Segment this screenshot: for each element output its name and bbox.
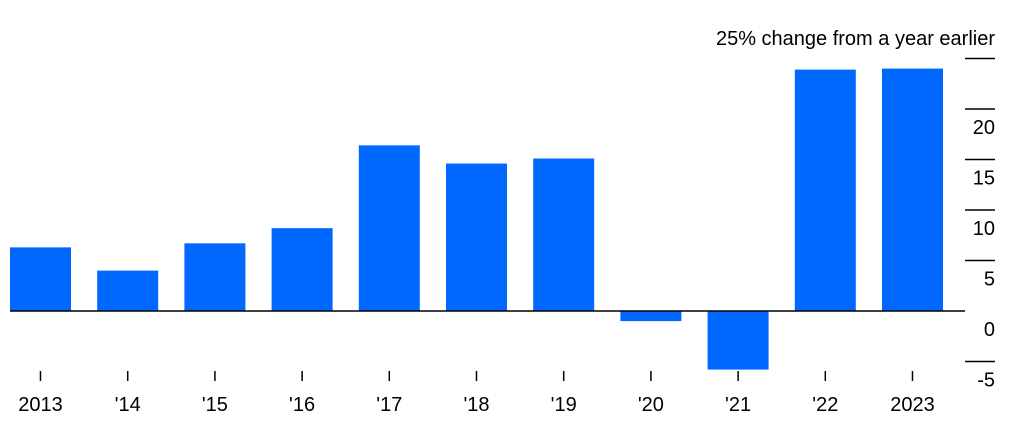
y-axis-unit-label: 25% change from a year earlier [716,28,995,50]
y-tick-label: 0 [984,319,995,341]
y-axis: 20 15 10 5 0 -5 [965,57,995,392]
bar-9 [794,69,856,311]
x-tick-label: '20 [638,394,664,416]
y-tick-label: 15 [973,168,995,190]
x-tick-label: '19 [551,394,577,416]
x-tick-label: '17 [376,394,402,416]
x-tick-label: '21 [725,394,751,416]
y-tick-label: 5 [984,269,995,291]
y-tick-label: -5 [977,370,995,392]
x-tick-label: '22 [812,394,838,416]
x-axis: 2013 '14 '15 '16 '17 '18 '19 '20 '21 '22 2023 [18,371,935,416]
bar-1 [97,270,159,311]
bar-10 [882,68,943,311]
x-tick-label: 2013 [18,394,63,416]
x-tick-label: '18 [463,394,489,416]
bar-4 [358,145,420,311]
bar-3 [271,228,333,311]
bar-7 [620,311,682,322]
x-tick-label: 2023 [890,394,935,416]
y-tick-label: 20 [973,117,995,139]
bar-0 [10,247,71,311]
bar-6 [533,158,595,311]
x-tick-label: '16 [289,394,315,416]
bars-group [10,68,943,370]
x-tick-label: '14 [115,394,141,416]
bar-8 [707,311,769,370]
x-tick-label: '15 [202,394,228,416]
y-tick-label: 10 [973,218,995,240]
bar-5 [446,163,507,311]
bar-2 [184,243,246,311]
